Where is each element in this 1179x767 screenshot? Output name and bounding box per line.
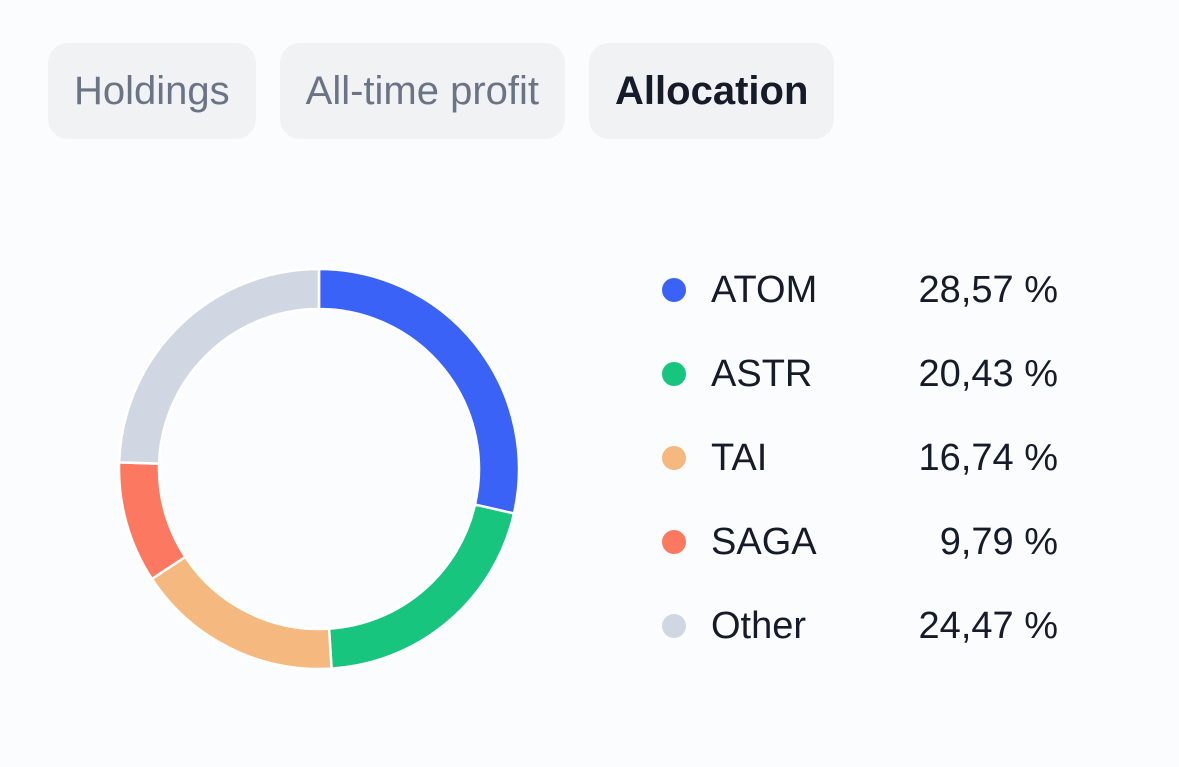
donut-slice-atom[interactable] [317, 267, 521, 515]
legend-value-other: 24,47 % [918, 604, 1058, 647]
legend-label-saga: SAGA [711, 520, 817, 563]
legend-dot-saga [662, 530, 686, 554]
legend-label-atom: ATOM [711, 268, 818, 311]
legend-item-atom: ATOM 28,57 % [662, 248, 1062, 332]
donut-slice-tai[interactable] [150, 555, 333, 671]
donut-slice-saga[interactable] [117, 461, 188, 581]
donut-slice-astr[interactable] [327, 503, 516, 670]
tab-bar: Holdings All-time profit Allocation [48, 43, 835, 139]
donut-slice-other[interactable] [117, 267, 321, 465]
legend-dot-other [662, 614, 686, 638]
legend-value-saga: 9,79 % [939, 520, 1058, 563]
legend-dot-astr [662, 362, 686, 386]
legend-dot-tai [662, 446, 686, 470]
legend-value-tai: 16,74 % [918, 436, 1058, 479]
legend-dot-atom [662, 278, 686, 302]
legend-item-saga: SAGA 9,79 % [662, 500, 1062, 584]
legend-item-other: Other 24,47 % [662, 584, 1062, 668]
legend-label-tai: TAI [711, 436, 768, 479]
legend-label-other: Other [711, 604, 807, 647]
legend-label-astr: ASTR [711, 352, 813, 395]
allocation-legend: ATOM 28,57 % ASTR 20,43 % TAI 16,74 % SAGA 9,79… [662, 248, 1062, 668]
legend-item-astr: ASTR 20,43 % [662, 332, 1062, 416]
legend-value-atom: 28,57 % [918, 268, 1058, 311]
allocation-donut-chart [117, 267, 521, 671]
legend-value-astr: 20,43 % [918, 352, 1058, 395]
tab-holdings[interactable]: Holdings [48, 43, 256, 139]
legend-item-tai: TAI 16,74 % [662, 416, 1062, 500]
tab-all-time-profit[interactable]: All-time profit [279, 43, 566, 139]
tab-allocation[interactable]: Allocation [589, 43, 835, 139]
